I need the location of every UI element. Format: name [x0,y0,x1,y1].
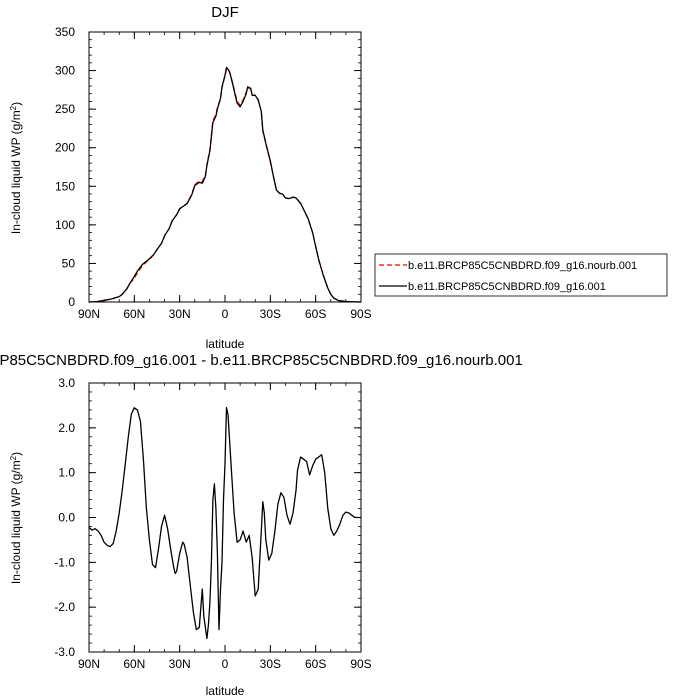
top-x-tick-label: 60N [123,307,145,321]
top-x-tick-label: 90N [78,307,100,321]
top-y-tick-label: 300 [55,64,75,78]
bottom-y-tick-label: -3.0 [54,645,75,659]
top-y-tick-label: 200 [55,141,75,155]
top-plot-frame [88,31,362,303]
bottom-x-tick-label: 90S [350,657,371,671]
bottom-y-tick-label: -1.0 [54,555,75,569]
top-x-tick-label: 90S [350,307,371,321]
top-y-tick-label: 100 [55,218,75,232]
bottom-x-tick-label: 30N [169,657,191,671]
top-x-tick-label: 0 [222,307,229,321]
bottom-y-tick-label: 2.0 [58,421,75,435]
top-y-tick-label: 0 [68,295,75,309]
top-y-label-base: In-cloud liquid WP (g/m [9,110,23,234]
bottom-plot-area: 90N 60N 30N 0 30S 60S 90S -3.0 -2.0 -1.0 0.0 1.0 2.0… [54,376,371,671]
bottom-y-tick-label: 0.0 [58,511,75,525]
top-y-tick-label: 350 [55,25,75,39]
top-y-label-sup: 2 [9,105,18,110]
top-y-tick-label: 50 [62,256,76,270]
top-x-tick-label: 30S [260,307,281,321]
top-y-label-end: ) [9,102,23,106]
top-y-axis-label: In-cloud liquid WP (g/m2) [9,102,23,234]
bottom-y-tick-label: 1.0 [58,466,75,480]
top-x-tick-label: 30N [169,307,191,321]
top-x-axis-label: latitude [206,337,245,351]
top-chart-title: DJF [211,4,239,21]
bottom-y-tick-label: 3.0 [58,376,75,390]
bottom-x-axis-label: latitude [206,684,245,698]
legend-label-nourb: b.e11.BRCP85C5CNBDRD.f09_g16.nourb.001 [408,260,637,272]
bottom-series-line-0 [88,407,361,640]
bottom-plot-frame [88,382,362,653]
bottom-y-label-base: In-cloud liquid WP (g/m [9,460,23,584]
bottom-x-tick-label: 30S [260,657,281,671]
legend-box [374,253,668,297]
bottom-x-tick-label: 0 [222,657,229,671]
top-series-line-1 [88,66,362,303]
top-plot-area: 90N 60N 30N 0 30S 60S 90S 0 50 100 150 200 250 300 350 [55,25,372,321]
bottom-panel: b.e11.BRCP85C5CNBDRD.f09_g16.001 - b.e11… [0,352,523,698]
bottom-chart-title: b.e11.BRCP85C5CNBDRD.f09_g16.001 - b.e11… [0,352,523,369]
bottom-x-tick-label: 90N [78,657,100,671]
top-x-tick-label: 60S [305,307,326,321]
bottom-y-label-end: ) [9,452,23,456]
bottom-y-tick-label: -2.0 [54,600,75,614]
bottom-x-tick-label: 60S [305,657,326,671]
bottom-x-tick-label: 60N [123,657,145,671]
legend: b.e11.BRCP85C5CNBDRD.f09_g16.nourb.001 b… [374,253,668,297]
bottom-y-axis-label: In-cloud liquid WP (g/m2) [9,452,23,584]
legend-label-control: b.e11.BRCP85C5CNBDRD.f09_g16.001 [408,281,606,293]
top-y-tick-label: 250 [55,102,75,116]
top-panel: DJF 90N 60N 30N 0 30S 60S 90S 0 50 100 150 200 250 30… [9,4,372,351]
top-y-tick-label: 150 [55,179,75,193]
bottom-y-label-sup: 2 [9,455,18,460]
